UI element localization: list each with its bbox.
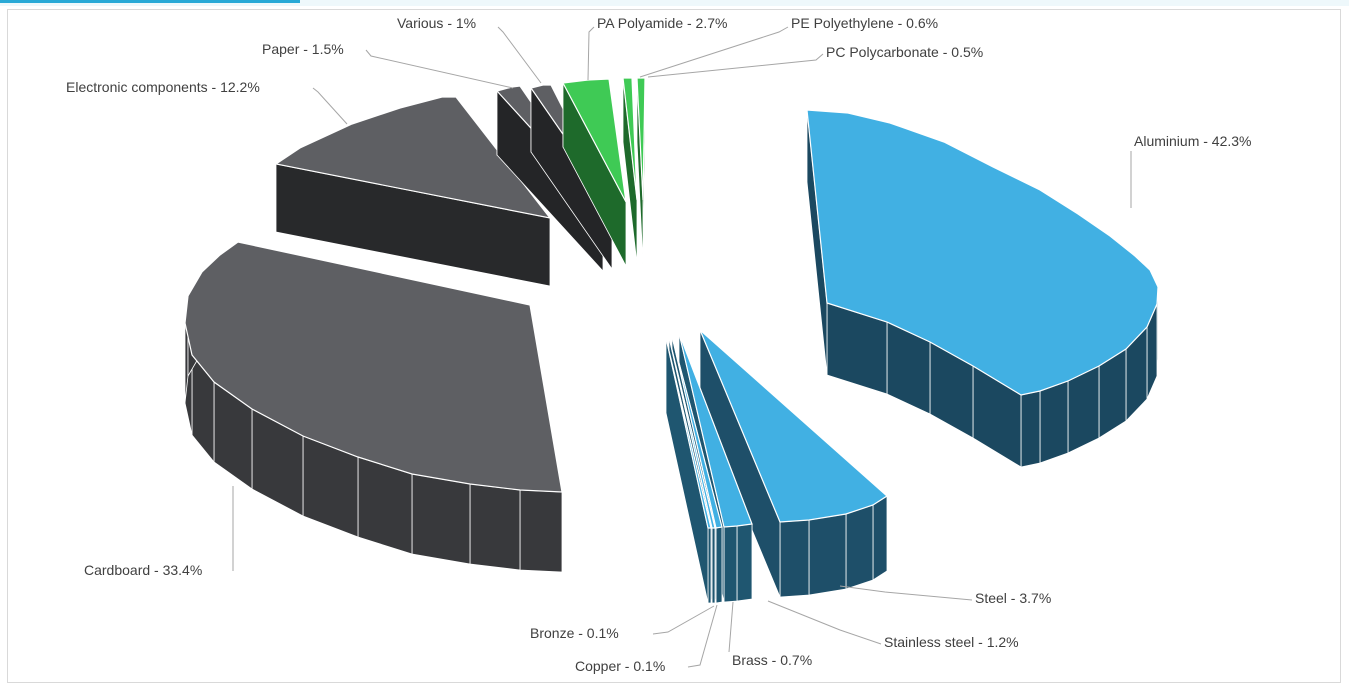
data-label-steel: Steel - 3.7% [975, 590, 1051, 606]
slice-side [411, 473, 471, 565]
data-label-electronic-components: Electronic components - 12.2% [66, 79, 260, 95]
slice-side [872, 495, 888, 581]
data-label-copper: Copper - 0.1% [575, 658, 665, 674]
data-label-paper: Paper - 1.5% [262, 41, 344, 57]
leader-line-pc-polycarbonate [647, 53, 824, 78]
slice-top [562, 78, 627, 203]
pie-slice-pc-polycarbonate [636, 77, 646, 265]
leader-line-various [497, 26, 542, 84]
slice-top [806, 109, 1159, 396]
slice-side [723, 525, 738, 603]
pie-slice-bronze [665, 337, 712, 604]
slice-side [808, 513, 847, 596]
leader-line-steel [839, 585, 973, 601]
slice-side [1039, 380, 1069, 464]
leader-line-pe-polyethylene [639, 26, 789, 78]
leader-line-stainless-steel [767, 600, 882, 645]
slice-top [636, 77, 646, 201]
leader-line-copper [687, 604, 718, 668]
slice-side [715, 526, 723, 604]
slice-top [184, 241, 563, 493]
data-label-pc-polycarbonate: PC Polycarbonate - 0.5% [826, 44, 983, 60]
pie-slice-cardboard [184, 241, 563, 573]
data-label-various: Various - 1% [397, 15, 476, 31]
pie-slice-aluminium [806, 109, 1159, 468]
slice-top [274, 96, 552, 219]
slice-side [469, 483, 521, 571]
pie-slice-electronic-components [274, 95, 552, 288]
data-label-brass: Brass - 0.7% [732, 652, 812, 668]
top-accent [0, 0, 300, 3]
data-label-aluminium: Aluminium - 42.3% [1134, 133, 1252, 149]
leader-line-bronze [652, 605, 715, 635]
slice-side [736, 523, 753, 602]
leader-line-pa-polyamide [587, 26, 595, 81]
pie-slice-pa-polyamide [562, 78, 627, 267]
slice-top [678, 332, 753, 528]
slice-side [707, 527, 712, 604]
slice-top [665, 337, 712, 529]
slice-top [622, 77, 638, 201]
data-label-cardboard: Cardboard - 33.4% [84, 562, 202, 578]
data-label-pa-polyamide: PA Polyamide - 2.7% [597, 15, 727, 31]
data-label-stainless-steel: Stainless steel - 1.2% [884, 634, 1019, 650]
slice-top [671, 335, 723, 529]
top-strip [0, 0, 1349, 6]
slice-side [1020, 390, 1041, 468]
chart-frame [7, 9, 1341, 683]
slice-side [845, 504, 874, 590]
data-label-pe-polyethylene: PE Polyethylene - 0.6% [791, 15, 938, 31]
leader-line-electronic-components [312, 87, 348, 125]
slice-side [779, 519, 810, 598]
data-label-bronze: Bronze - 0.1% [530, 625, 619, 641]
slice-side [519, 489, 563, 573]
slice-top [668, 336, 716, 529]
leader-line-brass [728, 601, 734, 653]
slice-side [711, 527, 716, 604]
slice-top [699, 329, 888, 523]
pie-slice-pe-polyethylene [622, 77, 638, 265]
pie-slice-steel [699, 329, 888, 598]
leader-line-paper [365, 49, 514, 89]
